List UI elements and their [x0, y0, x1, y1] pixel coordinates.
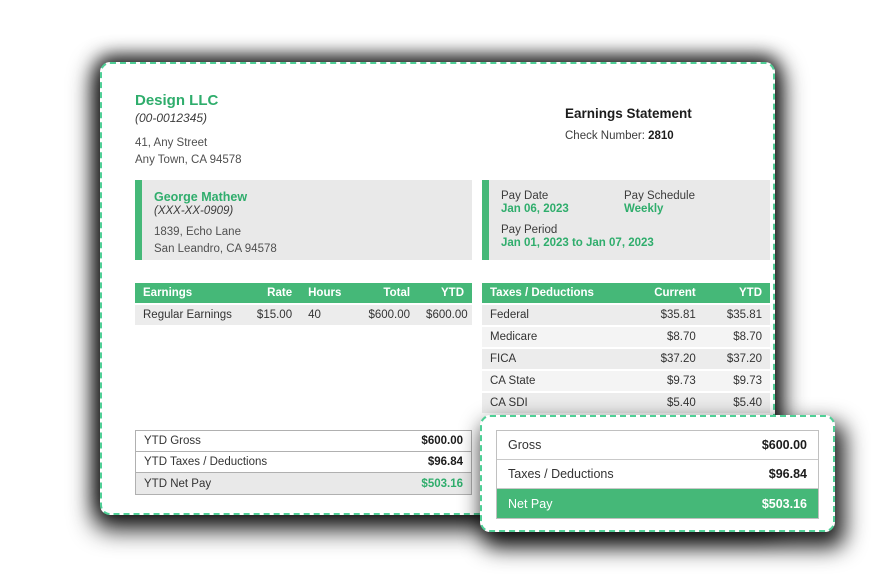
- employee-address-line1: 1839, Echo Lane: [154, 226, 241, 238]
- company-header: Design LLC (00-0012345) 41, Any Street A…: [135, 92, 242, 168]
- netpay-label: Net Pay: [508, 496, 553, 511]
- company-name: Design LLC: [135, 92, 219, 109]
- check-number-value: 2810: [648, 130, 674, 142]
- gross-label: Gross: [508, 438, 542, 452]
- current-summary-card: Gross $600.00 Taxes / Deductions $96.84 …: [480, 415, 835, 532]
- tax-name: CA SDI: [482, 392, 626, 415]
- tax-ytd: $35.81: [703, 304, 770, 327]
- tax-name: Medicare: [482, 326, 626, 349]
- earnings-cell-ytd: $600.00: [418, 304, 472, 327]
- earnings-table: Earnings Rate Hours Total YTD Regular Ea…: [135, 283, 472, 327]
- pay-schedule-label: Pay Schedule: [624, 190, 695, 202]
- employee-address-line2: San Leandro, CA 94578: [154, 242, 277, 255]
- tax-ytd: $37.20: [703, 348, 770, 371]
- taxes-header-row: Taxes / Deductions Current YTD: [482, 283, 770, 305]
- earnings-header-ytd: YTD: [418, 283, 472, 305]
- pay-schedule-group: Pay Schedule Weekly: [624, 190, 758, 215]
- earnings-row: Regular Earnings $15.00 40 $600.00 $600.…: [135, 304, 472, 327]
- tax-ytd: $9.73: [703, 370, 770, 393]
- employee-name: George Mathew: [154, 190, 248, 204]
- current-summary-table: Gross $600.00 Taxes / Deductions $96.84 …: [496, 430, 819, 519]
- earnings-header-rate: Rate: [246, 283, 301, 305]
- tax-current: $5.40: [626, 392, 704, 415]
- pay-period-group: Pay Period Jan 01, 2023 to Jan 07, 2023: [501, 224, 758, 249]
- ytd-netpay-row: YTD Net Pay $503.16: [136, 473, 471, 494]
- taxes-header-current: Current: [626, 283, 704, 305]
- ytd-gross-row: YTD Gross $600.00: [136, 431, 471, 452]
- ytd-netpay-value: $503.16: [421, 477, 463, 490]
- company-address-line2: Any Town, CA 94578: [135, 153, 242, 166]
- earnings-cell-rate: $15.00: [246, 304, 301, 327]
- pay-period-value: Jan 01, 2023 to Jan 07, 2023: [501, 237, 654, 249]
- ytd-gross-value: $600.00: [421, 435, 463, 447]
- taxes-deductions-value: $96.84: [768, 467, 807, 481]
- tax-name: FICA: [482, 348, 626, 371]
- earnings-header-earnings: Earnings: [135, 283, 247, 305]
- taxes-deductions-label: Taxes / Deductions: [508, 467, 614, 481]
- pay-date-label: Pay Date: [501, 190, 549, 202]
- tax-current: $37.20: [626, 348, 704, 371]
- gross-value: $600.00: [761, 438, 807, 452]
- taxes-header-ytd: YTD: [703, 283, 770, 305]
- company-id: (00-0012345): [135, 111, 208, 125]
- netpay-row: Net Pay $503.16: [497, 489, 818, 518]
- tax-name: CA State: [482, 370, 626, 393]
- gross-row: Gross $600.00: [497, 431, 818, 460]
- tax-current: $35.81: [626, 304, 704, 327]
- employee-ssn: (XXX-XX-0909): [154, 205, 234, 217]
- check-number-line: Check Number: 2810: [565, 130, 692, 142]
- pay-schedule-value: Weekly: [624, 203, 664, 215]
- ytd-taxes-value: $96.84: [427, 456, 463, 468]
- taxes-deductions-table: Taxes / Deductions Current YTD Federal $…: [482, 283, 770, 415]
- employee-info-box: George Mathew (XXX-XX-0909) 1839, Echo L…: [135, 180, 472, 260]
- earnings-header-total: Total: [350, 283, 419, 305]
- tax-current: $9.73: [626, 370, 704, 393]
- pay-date-schedule-row: Pay Date Jan 06, 2023 Pay Schedule Weekl…: [501, 190, 758, 215]
- table-row: FICA $37.20 $37.20: [482, 348, 770, 371]
- earnings-header-hours: Hours: [300, 283, 351, 305]
- paystub-card: Design LLC (00-0012345) 41, Any Street A…: [100, 62, 775, 515]
- earnings-cell-total: $600.00: [350, 304, 419, 327]
- ytd-netpay-label: YTD Net Pay: [144, 477, 212, 490]
- tax-current: $8.70: [626, 326, 704, 349]
- employee-address: 1839, Echo Lane San Leandro, CA 94578: [154, 224, 460, 257]
- ytd-taxes-row: YTD Taxes / Deductions $96.84: [136, 452, 471, 473]
- netpay-value: $503.16: [761, 496, 807, 511]
- pay-date-group: Pay Date Jan 06, 2023: [501, 190, 624, 215]
- tax-ytd: $5.40: [703, 392, 770, 415]
- tax-ytd: $8.70: [703, 326, 770, 349]
- table-row: Medicare $8.70 $8.70: [482, 326, 770, 349]
- pay-date-value: Jan 06, 2023: [501, 203, 569, 215]
- taxes-header-name: Taxes / Deductions: [482, 283, 626, 305]
- ytd-gross-label: YTD Gross: [144, 435, 201, 447]
- ytd-summary-box: YTD Gross $600.00 YTD Taxes / Deductions…: [135, 430, 472, 495]
- table-row: CA State $9.73 $9.73: [482, 370, 770, 393]
- pay-period-label: Pay Period: [501, 224, 558, 236]
- table-row: Federal $35.81 $35.81: [482, 304, 770, 327]
- company-address-line1: 41, Any Street: [135, 137, 208, 149]
- taxes-deductions-row: Taxes / Deductions $96.84: [497, 460, 818, 489]
- ytd-taxes-label: YTD Taxes / Deductions: [144, 456, 268, 468]
- company-address: 41, Any Street Any Town, CA 94578: [135, 135, 242, 168]
- earnings-cell-hours: 40: [300, 304, 351, 327]
- table-row: CA SDI $5.40 $5.40: [482, 392, 770, 415]
- pay-info-box: Pay Date Jan 06, 2023 Pay Schedule Weekl…: [482, 180, 770, 260]
- statement-block: Earnings Statement Check Number: 2810: [565, 106, 692, 142]
- statement-title: Earnings Statement: [565, 106, 692, 121]
- check-number-label: Check Number:: [565, 130, 649, 142]
- earnings-cell-name: Regular Earnings: [135, 304, 247, 327]
- tax-name: Federal: [482, 304, 626, 327]
- earnings-header-row: Earnings Rate Hours Total YTD: [135, 283, 472, 305]
